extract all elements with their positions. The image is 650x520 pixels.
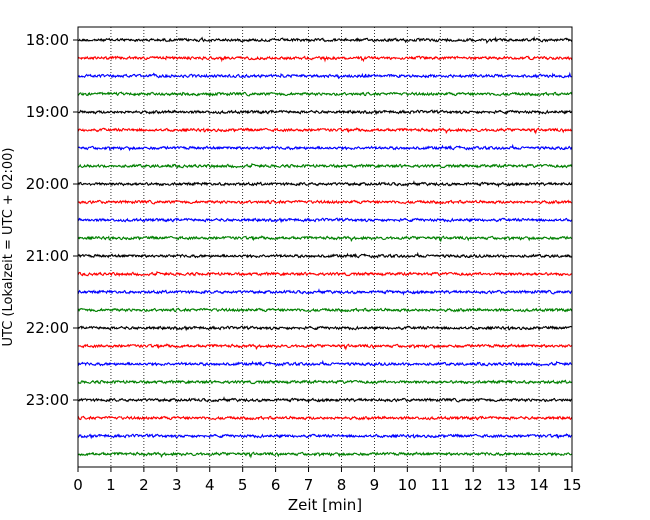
trace-line	[77, 251, 573, 259]
trace-line	[77, 71, 573, 80]
y-axis-ticks: 18:00 19:00 20:00 21:00 22:00 23:00	[26, 31, 78, 409]
y-tick-label: 22:00	[26, 319, 69, 337]
trace-line	[77, 359, 573, 368]
trace-line	[77, 343, 573, 351]
trace-line	[77, 396, 573, 404]
trace-line	[77, 91, 573, 97]
y-tick-label: 20:00	[26, 175, 69, 193]
trace-line	[77, 433, 573, 440]
x-tick-label: 3	[172, 476, 182, 494]
trace-line	[77, 55, 573, 63]
x-tick-label: 11	[431, 476, 450, 494]
x-tick-label: 8	[337, 476, 347, 494]
x-axis-ticks: 0 1 2 3 4 5 6 7 8 9 10 11 12 13 14 15	[73, 467, 582, 494]
x-tick-label: 6	[271, 476, 281, 494]
trace-line	[77, 288, 573, 296]
grid-lines	[110, 27, 540, 467]
trace-line	[77, 217, 573, 224]
trace-line	[77, 143, 573, 152]
x-tick-label: 4	[205, 476, 215, 494]
x-tick-label: 12	[464, 476, 483, 494]
x-tick-label: 15	[562, 476, 581, 494]
trace-line	[77, 451, 573, 459]
trace-line	[77, 235, 573, 243]
x-tick-label: 7	[304, 476, 314, 494]
trace-line	[77, 379, 573, 385]
x-tick-label: 1	[106, 476, 116, 494]
trace-line	[77, 36, 573, 44]
y-axis-label: UTC (Lokalzeit = UTC + 02:00)	[1, 148, 16, 347]
y-tick-label: 23:00	[26, 391, 69, 409]
x-tick-label: 13	[497, 476, 516, 494]
x-tick-label: 5	[238, 476, 248, 494]
x-tick-label: 14	[530, 476, 549, 494]
x-tick-label: 2	[139, 476, 149, 494]
x-axis-label: Zeit [min]	[288, 496, 362, 514]
y-tick-label: 19:00	[26, 103, 69, 121]
trace-line	[77, 127, 573, 135]
x-tick-label: 10	[398, 476, 417, 494]
trace-line	[77, 199, 573, 205]
x-tick-label: 9	[370, 476, 380, 494]
plot-background	[78, 27, 572, 467]
x-tick-label: 0	[73, 476, 83, 494]
trace-line	[77, 180, 573, 188]
trace-line	[77, 162, 573, 170]
plot-frame	[77, 26, 573, 468]
trace-line	[77, 109, 573, 116]
seismic-traces	[77, 36, 573, 459]
trace-line	[77, 325, 573, 332]
trace-line	[77, 307, 573, 313]
y-tick-label: 18:00	[26, 31, 69, 49]
y-tick-label: 21:00	[26, 247, 69, 265]
trace-line	[77, 270, 573, 278]
trace-line	[77, 415, 573, 421]
